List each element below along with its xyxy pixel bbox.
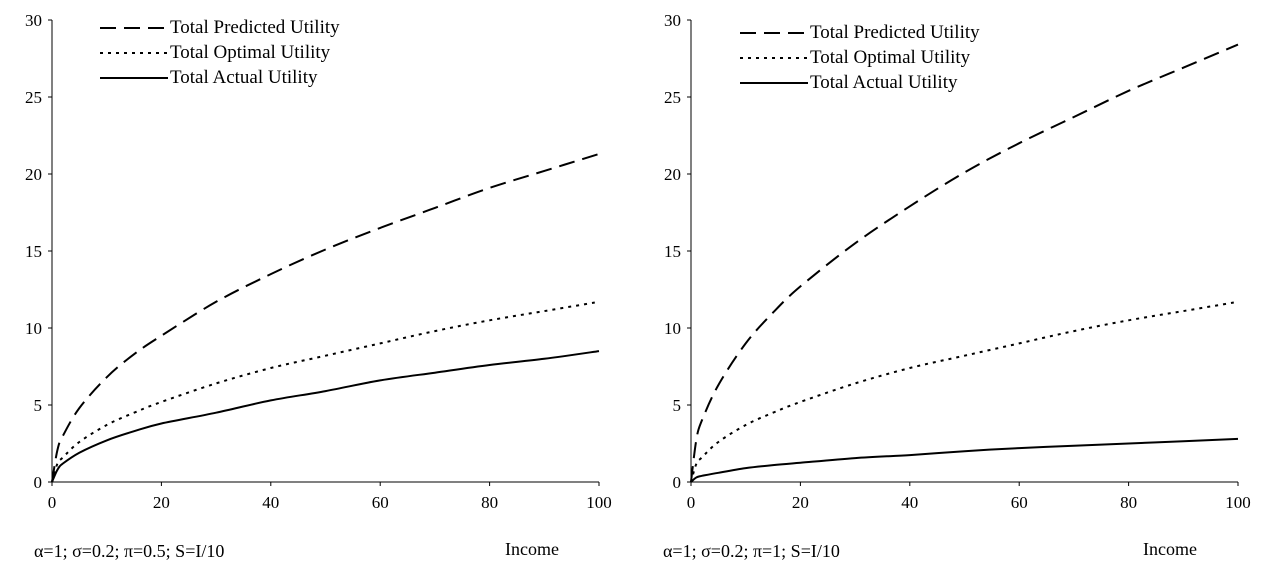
y-tick-label: 20 bbox=[25, 165, 42, 184]
legend-label: Total Actual Utility bbox=[170, 67, 318, 88]
y-tick-label: 30 bbox=[25, 11, 42, 30]
y-tick-label: 5 bbox=[34, 396, 43, 415]
x-tick-label: 100 bbox=[1225, 493, 1251, 512]
series-line-solid bbox=[51, 350, 600, 483]
x-tick-label: 40 bbox=[901, 493, 918, 512]
series-line-dotted bbox=[690, 300, 1239, 483]
series-line-solid bbox=[690, 437, 1239, 483]
y-tick-label: 0 bbox=[673, 473, 682, 492]
y-tick-label: 25 bbox=[664, 88, 681, 107]
x-tick-label: 40 bbox=[262, 493, 279, 512]
y-tick-label: 5 bbox=[673, 396, 682, 415]
x-tick-label: 80 bbox=[481, 493, 498, 512]
parameter-label: α=1; σ=0.2; π=1; S=I/10 bbox=[663, 541, 840, 561]
legend-label: Total Predicted Utility bbox=[810, 22, 980, 43]
parameter-label: α=1; σ=0.2; π=0.5; S=I/10 bbox=[34, 541, 224, 561]
x-tick-label: 20 bbox=[153, 493, 170, 512]
series-line-dotted bbox=[51, 300, 600, 483]
legend-label: Total Actual Utility bbox=[810, 72, 958, 93]
y-tick-label: 15 bbox=[25, 242, 42, 261]
chart-left: 0 5 10 15 20 25 30 0 20 40 60 80 100 Income α=1; σ=0.2… bbox=[25, 11, 612, 561]
x-tick-label: 80 bbox=[1120, 493, 1137, 512]
y-tick-label: 20 bbox=[664, 165, 681, 184]
x-tick-label: 0 bbox=[687, 493, 696, 512]
x-axis-label: Income bbox=[1143, 539, 1197, 559]
series-line-dashed bbox=[690, 43, 1239, 483]
chart-right: 0 5 10 15 20 25 30 0 20 40 60 80 100 Income α=1; σ=0.2… bbox=[663, 11, 1251, 561]
y-tick-label: 25 bbox=[25, 88, 42, 107]
y-tick-label: 0 bbox=[34, 473, 43, 492]
x-tick-label: 0 bbox=[48, 493, 57, 512]
x-axis-label: Income bbox=[505, 539, 559, 559]
x-tick-label: 20 bbox=[792, 493, 809, 512]
y-tick-label: 30 bbox=[664, 11, 681, 30]
legend-label: Total Optimal Utility bbox=[810, 47, 971, 68]
x-tick-label: 100 bbox=[586, 493, 612, 512]
y-tick-label: 10 bbox=[664, 319, 681, 338]
x-tick-label: 60 bbox=[372, 493, 389, 512]
y-tick-label: 10 bbox=[25, 319, 42, 338]
legend-label: Total Optimal Utility bbox=[170, 42, 331, 63]
x-tick-label: 60 bbox=[1011, 493, 1028, 512]
legend-label: Total Predicted Utility bbox=[170, 17, 340, 38]
series-line-dashed bbox=[51, 153, 600, 483]
y-tick-label: 15 bbox=[664, 242, 681, 261]
